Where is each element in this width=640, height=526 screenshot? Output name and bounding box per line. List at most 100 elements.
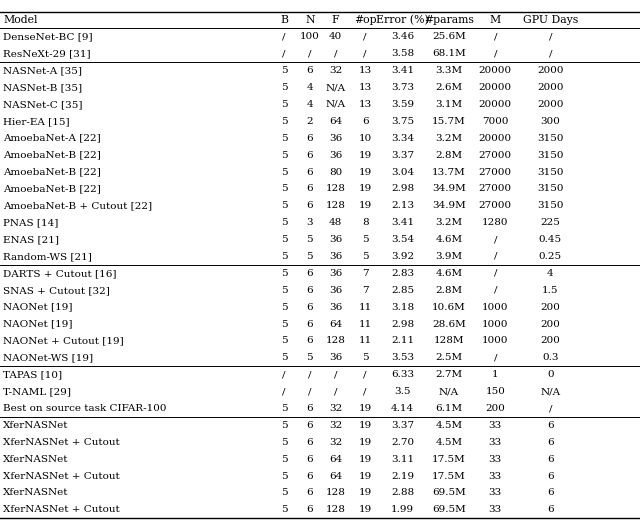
Text: 5: 5: [281, 320, 287, 329]
Text: 2.13: 2.13: [391, 201, 414, 210]
Text: 20000: 20000: [479, 134, 512, 143]
Text: /: /: [493, 33, 497, 42]
Text: 5: 5: [281, 489, 287, 498]
Text: 4.14: 4.14: [391, 404, 414, 413]
Text: 6.1M: 6.1M: [435, 404, 463, 413]
Text: /: /: [334, 387, 337, 396]
Text: 1.5: 1.5: [542, 286, 559, 295]
Text: /: /: [364, 33, 367, 42]
Text: 1.99: 1.99: [391, 505, 414, 514]
Text: 3.75: 3.75: [391, 117, 414, 126]
Text: 7000: 7000: [482, 117, 509, 126]
Text: Model: Model: [3, 15, 38, 25]
Text: 40: 40: [329, 33, 342, 42]
Text: 3.2M: 3.2M: [435, 134, 463, 143]
Text: 5: 5: [281, 302, 287, 312]
Text: 5: 5: [281, 454, 287, 464]
Text: XferNASNet + Cutout: XferNASNet + Cutout: [3, 438, 120, 447]
Text: 3.3M: 3.3M: [435, 66, 463, 75]
Text: 27000: 27000: [479, 185, 512, 194]
Text: 36: 36: [329, 134, 342, 143]
Text: NAONet-WS [19]: NAONet-WS [19]: [3, 353, 93, 362]
Text: NAONet [19]: NAONet [19]: [3, 320, 73, 329]
Text: N/A: N/A: [326, 100, 346, 109]
Text: 33: 33: [489, 505, 502, 514]
Text: 5: 5: [362, 235, 369, 244]
Text: 2.8M: 2.8M: [435, 286, 463, 295]
Text: 3.9M: 3.9M: [435, 252, 463, 261]
Text: 0.25: 0.25: [539, 252, 562, 261]
Text: 3150: 3150: [537, 150, 564, 160]
Text: 3.37: 3.37: [391, 421, 414, 430]
Text: 2000: 2000: [537, 66, 564, 75]
Text: 6: 6: [547, 472, 554, 481]
Text: 128: 128: [326, 185, 346, 194]
Text: AmoebaNet-B [22]: AmoebaNet-B [22]: [3, 168, 101, 177]
Text: XferNASNet: XferNASNet: [3, 421, 68, 430]
Text: 3.41: 3.41: [391, 66, 414, 75]
Text: 34.9M: 34.9M: [432, 185, 466, 194]
Text: 3150: 3150: [537, 134, 564, 143]
Text: 5: 5: [281, 83, 287, 92]
Text: 27000: 27000: [479, 201, 512, 210]
Text: NAONet [19]: NAONet [19]: [3, 302, 73, 312]
Text: 1: 1: [492, 370, 499, 379]
Text: 3.37: 3.37: [391, 150, 414, 160]
Text: /: /: [493, 49, 497, 58]
Text: 32: 32: [329, 438, 342, 447]
Text: 33: 33: [489, 438, 502, 447]
Text: 200: 200: [540, 320, 561, 329]
Text: 13: 13: [358, 100, 372, 109]
Text: DARTS + Cutout [16]: DARTS + Cutout [16]: [3, 269, 116, 278]
Text: 5: 5: [281, 218, 287, 227]
Text: 69.5M: 69.5M: [432, 489, 466, 498]
Text: 6: 6: [307, 269, 313, 278]
Text: 19: 19: [358, 472, 372, 481]
Text: 6: 6: [307, 421, 313, 430]
Text: 6: 6: [307, 505, 313, 514]
Text: 8: 8: [362, 218, 369, 227]
Text: XferNASNet: XferNASNet: [3, 454, 68, 464]
Text: 3.41: 3.41: [391, 218, 414, 227]
Text: /: /: [548, 49, 552, 58]
Text: 3150: 3150: [537, 168, 564, 177]
Text: 5: 5: [281, 168, 287, 177]
Text: 3150: 3150: [537, 201, 564, 210]
Text: 5: 5: [281, 505, 287, 514]
Text: 10.6M: 10.6M: [432, 302, 466, 312]
Text: #params: #params: [424, 15, 474, 25]
Text: 36: 36: [329, 302, 342, 312]
Text: 80: 80: [329, 168, 342, 177]
Text: 6: 6: [307, 150, 313, 160]
Text: ENAS [21]: ENAS [21]: [3, 235, 60, 244]
Text: 6: 6: [307, 302, 313, 312]
Text: AmoebaNet-B [22]: AmoebaNet-B [22]: [3, 150, 101, 160]
Text: 2.11: 2.11: [391, 337, 414, 346]
Text: 33: 33: [489, 454, 502, 464]
Text: 2.98: 2.98: [391, 185, 414, 194]
Text: 3.04: 3.04: [391, 168, 414, 177]
Text: 1000: 1000: [482, 337, 509, 346]
Text: 2000: 2000: [537, 83, 564, 92]
Text: 6: 6: [547, 489, 554, 498]
Text: 5: 5: [281, 100, 287, 109]
Text: Hier-EA [15]: Hier-EA [15]: [3, 117, 70, 126]
Text: 5: 5: [307, 353, 313, 362]
Text: 5: 5: [362, 353, 369, 362]
Text: /: /: [548, 404, 552, 413]
Text: 20000: 20000: [479, 66, 512, 75]
Text: 3.5: 3.5: [394, 387, 411, 396]
Text: 11: 11: [358, 320, 372, 329]
Text: /: /: [282, 33, 286, 42]
Text: 3.54: 3.54: [391, 235, 414, 244]
Text: /: /: [308, 49, 312, 58]
Text: 2.70: 2.70: [391, 438, 414, 447]
Text: 6.33: 6.33: [391, 370, 414, 379]
Text: 0: 0: [547, 370, 554, 379]
Text: 36: 36: [329, 353, 342, 362]
Text: 200: 200: [485, 404, 506, 413]
Text: 5: 5: [281, 134, 287, 143]
Text: 5: 5: [281, 337, 287, 346]
Text: 33: 33: [489, 421, 502, 430]
Text: 128: 128: [326, 505, 346, 514]
